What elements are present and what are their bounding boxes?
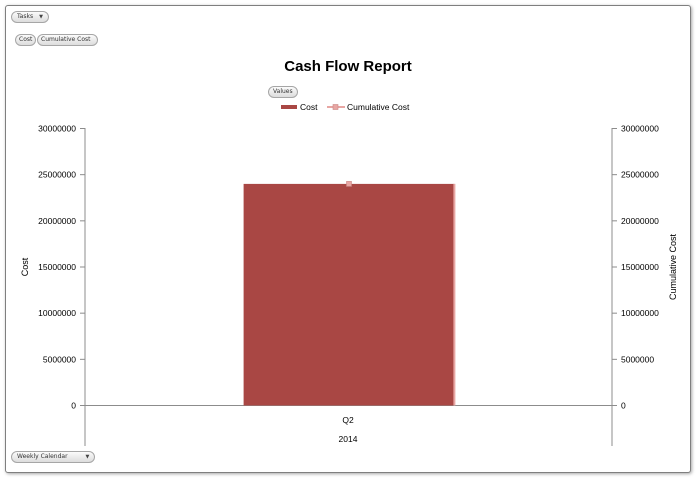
left-tick-label: 15000000 [38,262,76,272]
tasks-filter-button[interactable]: Tasks ▼ [11,11,49,23]
right-tick-label: 15000000 [621,262,659,272]
right-tick-label: 25000000 [621,170,659,180]
right-tick-label: 30000000 [621,124,659,134]
right-tick-label: 10000000 [621,308,659,318]
legend-label-cumulative-cost: Cumulative Cost [347,102,410,112]
values-field-button[interactable]: Values [268,86,298,98]
right-tick-label: 5000000 [621,354,654,364]
legend-swatch-cumulative-marker [332,104,339,110]
x-tick-label-q2: Q2 [342,415,354,425]
right-tick-label: 20000000 [621,216,659,226]
left-tick-label: 10000000 [38,308,76,318]
legend-label-cost: Cost [300,102,318,112]
left-tick-group: 0 5000000 10000000 15000000 20000000 25000000… [38,124,85,411]
chevron-down-icon: ▼ [85,454,90,460]
left-tick-label: 20000000 [38,216,76,226]
y-axis-label-left: Cost [20,257,30,276]
chart-title: Cash Flow Report [284,58,412,75]
chart-legend: Cost Cumulative Cost [281,102,410,112]
weekly-calendar-label: Weekly Calendar [17,453,68,460]
cost-field-button[interactable]: Cost [15,34,37,46]
chevron-down-icon: ▼ [39,14,43,20]
left-tick-label: 25000000 [38,170,76,180]
right-tick-group: 0 5000000 10000000 15000000 20000000 25000000… [612,124,659,411]
weekly-calendar-filter-button[interactable]: Weekly Calendar ▼ [11,451,96,463]
left-tick-label: 0 [71,401,76,411]
x-group-label-2014: 2014 [339,434,358,444]
tasks-filter-label: Tasks [17,13,34,20]
left-tick-label: 5000000 [43,354,76,364]
bar-cost-q2[interactable] [243,183,455,406]
right-tick-label: 0 [621,401,626,411]
point-cumulative-cost-q2[interactable] [346,181,352,187]
legend-swatch-cost [281,105,297,109]
y-axis-label-right: Cumulative Cost [668,233,678,300]
cumulative-cost-field-button[interactable]: Cumulative Cost [37,34,98,46]
plot-area [243,181,456,406]
left-tick-label: 30000000 [38,124,76,134]
